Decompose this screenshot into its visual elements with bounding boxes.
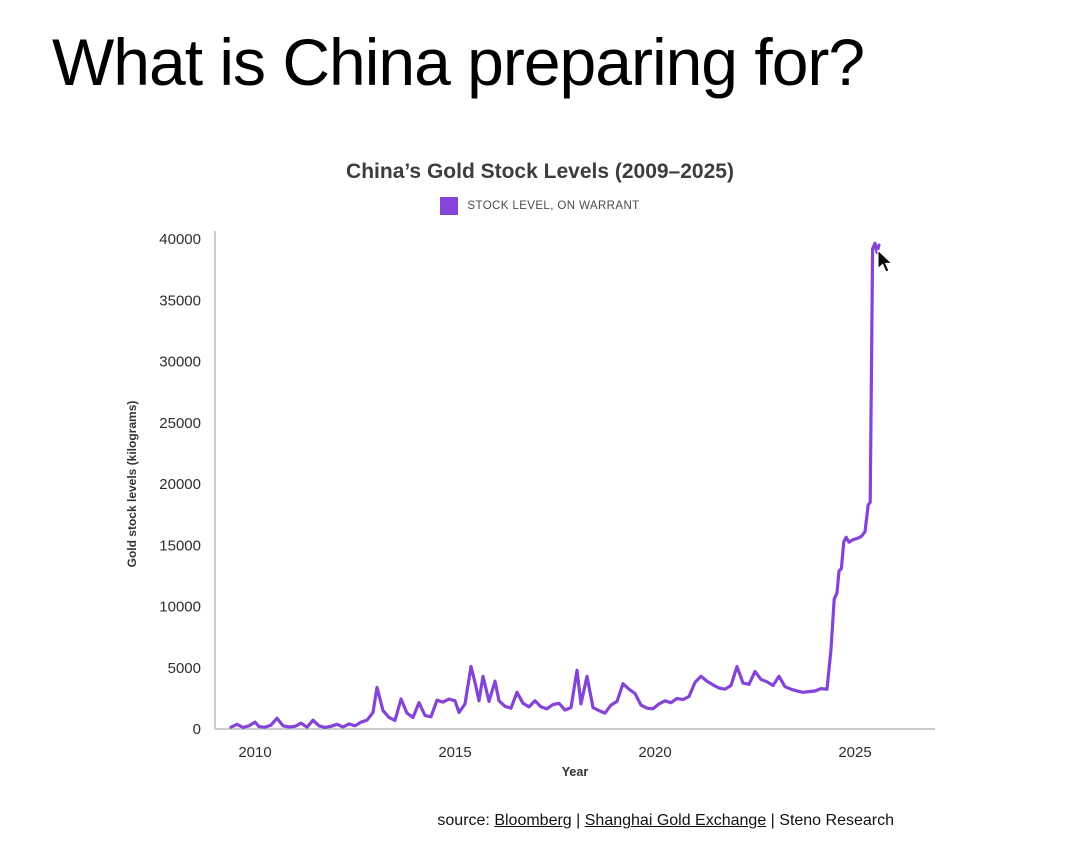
y-tick-label: 35000: [159, 292, 201, 309]
stock-level-line: [229, 241, 881, 730]
source-prefix: source:: [437, 812, 495, 829]
legend-swatch-icon: [440, 197, 459, 215]
x-tick-label: 2010: [238, 744, 271, 761]
x-axis-label: Year: [562, 765, 589, 777]
y-axis-label: Gold stock levels (kilograms): [125, 401, 139, 568]
line-chart: 0 5000 10000 15000 20000 25000 30000 35000 40000…: [125, 231, 935, 777]
chart: China’s Gold Stock Levels (2009–2025) ST…: [110, 160, 970, 777]
y-tick-label: 20000: [159, 476, 201, 493]
source-link-bloomberg[interactable]: Bloomberg: [494, 812, 572, 829]
source-line: source: Bloomberg | Shanghai Gold Exchan…: [437, 812, 894, 830]
chart-legend: STOCK LEVEL, ON WARRANT: [110, 197, 970, 215]
source-link-shanghai-gold-exchange[interactable]: Shanghai Gold Exchange: [584, 812, 767, 829]
y-tick-label: 10000: [159, 599, 201, 616]
x-tick-label: 2025: [838, 744, 871, 761]
y-tick-label: 0: [193, 721, 201, 738]
y-tick-label: 5000: [168, 660, 201, 677]
chart-title: China’s Gold Stock Levels (2009–2025): [346, 160, 734, 183]
mouse-cursor-icon: [877, 249, 894, 273]
legend-label: STOCK LEVEL, ON WARRANT: [467, 200, 640, 212]
y-tick-label: 40000: [159, 231, 201, 248]
page-title: What is China preparing for?: [52, 25, 865, 99]
source-research: Steno Research: [779, 812, 894, 829]
y-tick-label: 30000: [159, 354, 201, 371]
source-separator-2: |: [766, 812, 780, 829]
y-tick-label: 25000: [159, 415, 201, 432]
x-tick-label: 2020: [638, 744, 671, 761]
source-separator-1: |: [571, 812, 585, 829]
x-tick-label: 2015: [438, 744, 471, 761]
y-tick-label: 15000: [159, 537, 201, 554]
